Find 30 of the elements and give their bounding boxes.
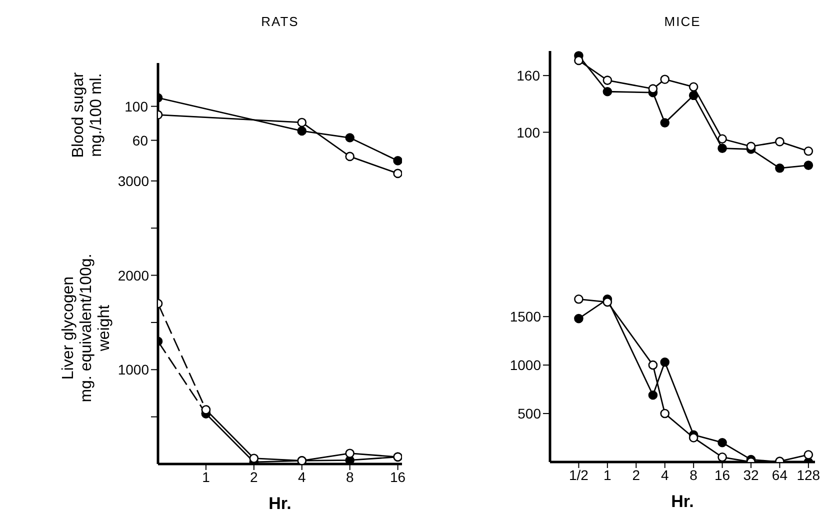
y2-tick-label: 160 — [516, 68, 540, 84]
x-tick-label: 1 — [202, 468, 210, 485]
y-tick-label: 1000 — [510, 357, 542, 374]
y-tick-label: 1500 — [510, 308, 542, 325]
x-tick-label: 64 — [772, 466, 788, 483]
x-tick-label: 8 — [690, 466, 698, 483]
x-tick-label: 4 — [298, 468, 306, 485]
text: Blood sugar mg./100 ml. — [69, 71, 106, 160]
x-tick-label: 8 — [346, 468, 354, 485]
y-tick-label: 1000 — [118, 362, 150, 378]
x-tick-label: 16 — [390, 468, 406, 485]
x-tick-label: 2 — [632, 466, 640, 483]
x-tick-label: 4 — [660, 466, 669, 483]
y-tick-label: 500 — [518, 406, 542, 422]
x-tick-label: 32 — [743, 466, 759, 483]
y-axis-title: Liver glycogen mg. equivalent/100g. weight — [59, 252, 114, 404]
y-tick-label: 3000 — [118, 172, 150, 189]
x-axis-title: Hr. — [268, 494, 292, 514]
x-tick-label: 2 — [250, 468, 258, 485]
x-tick-label: 1 — [604, 466, 612, 483]
chart-title: RATS — [260, 14, 300, 29]
x-axis-title: Hr. — [670, 492, 695, 512]
y2-tick-label: 100 — [516, 124, 540, 140]
x-tick-label: 16 — [714, 466, 730, 483]
chart-title: MICE — [663, 14, 702, 29]
x-tick-label: 128 — [796, 466, 820, 483]
x-tick-label: 1/2 — [568, 466, 589, 483]
y2-tick-label: 100 — [124, 98, 148, 114]
y2-tick-label: 60 — [132, 132, 148, 148]
y-tick-label: 2000 — [118, 267, 150, 284]
